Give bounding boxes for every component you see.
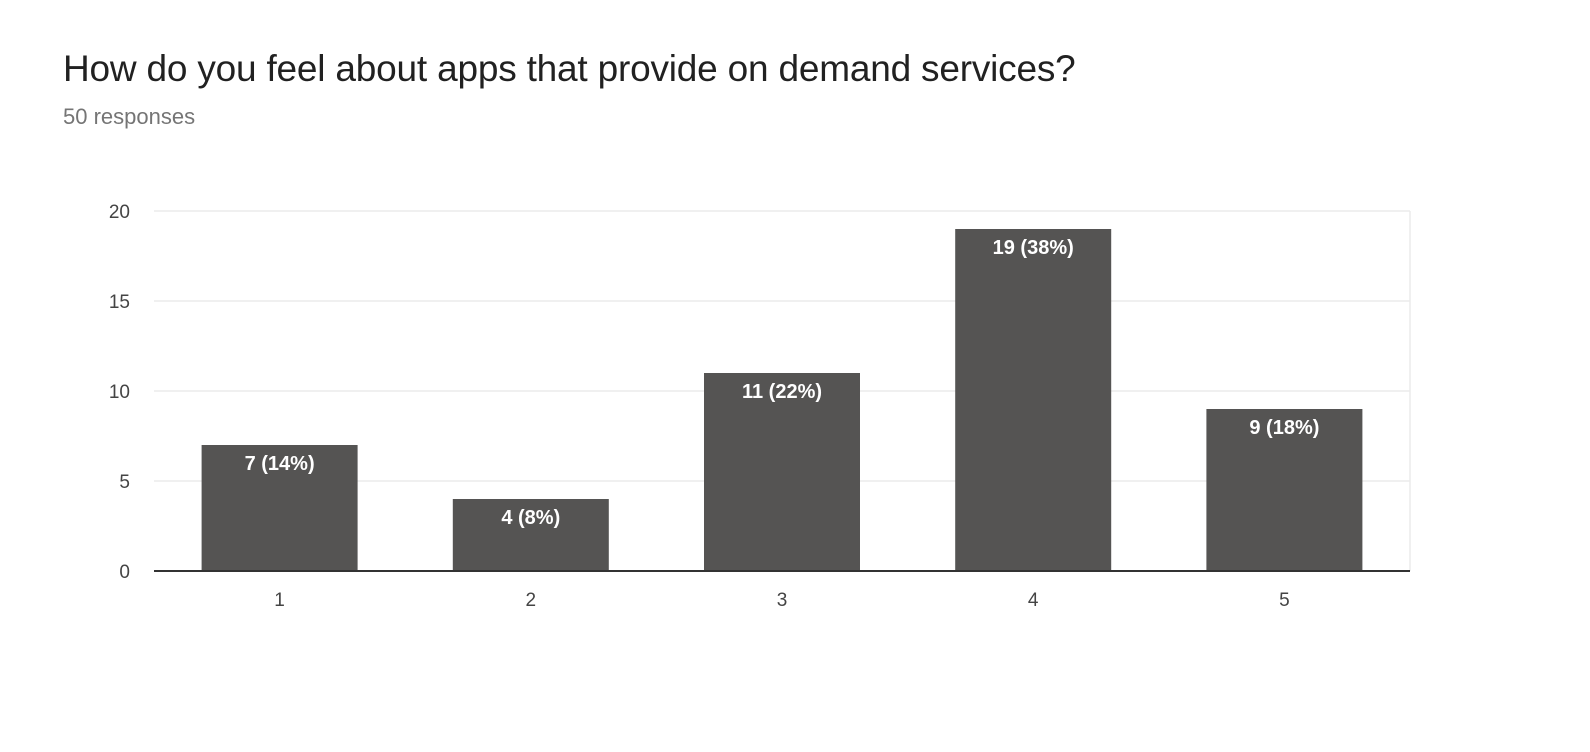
- bar: [1206, 409, 1363, 571]
- bars: [201, 229, 1363, 571]
- bar: [201, 445, 358, 571]
- data-labels: 7 (14%) 4 (8%) 11 (22%) 19 (38%) 9 (18%): [245, 237, 1320, 529]
- x-tick-label: 1: [274, 590, 285, 611]
- x-tick-label: 5: [1279, 590, 1290, 611]
- data-label: 7 (14%): [245, 453, 315, 475]
- data-label: 4 (8%): [501, 507, 560, 529]
- x-tick-label: 2: [526, 590, 537, 611]
- y-tick-label: 0: [119, 562, 130, 583]
- data-label: 19 (38%): [993, 237, 1074, 259]
- x-axis-ticks: 1 2 3 4 5: [274, 590, 1289, 611]
- y-tick-label: 10: [109, 382, 130, 403]
- y-axis-ticks: 0 5 10 15 20: [109, 202, 130, 583]
- x-tick-label: 3: [777, 590, 788, 611]
- y-tick-label: 5: [119, 472, 130, 493]
- bar: [955, 229, 1112, 571]
- response-count: 50 responses: [63, 104, 196, 129]
- bar: [452, 499, 609, 571]
- chart-title: How do you feel about apps that provide …: [63, 48, 1076, 89]
- y-tick-label: 20: [109, 202, 130, 223]
- data-label: 11 (22%): [742, 381, 822, 403]
- x-tick-label: 4: [1028, 590, 1039, 611]
- bar: [704, 373, 860, 571]
- y-tick-label: 15: [109, 292, 130, 313]
- data-label: 9 (18%): [1249, 417, 1319, 439]
